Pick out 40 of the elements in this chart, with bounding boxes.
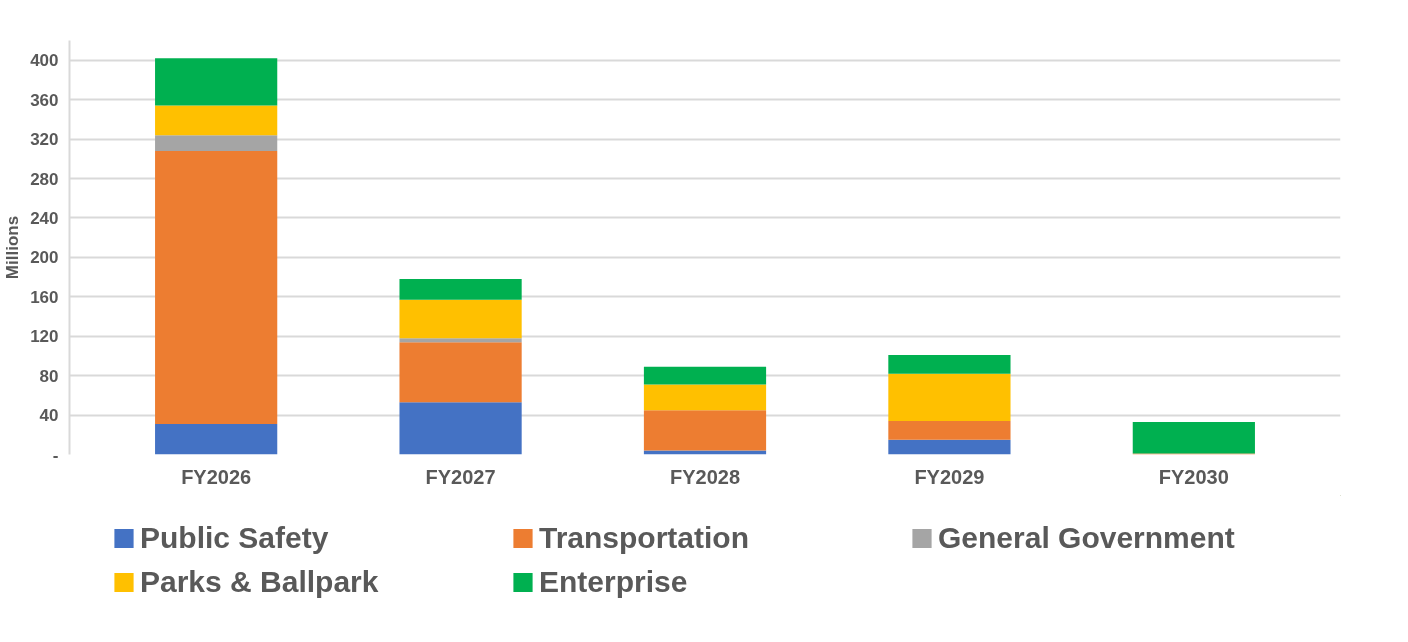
bar bbox=[399, 299, 522, 339]
bar bbox=[643, 366, 767, 385]
legend-label: Transportation bbox=[539, 521, 750, 555]
x-tick-label: FY2026 bbox=[181, 465, 252, 488]
bar bbox=[399, 402, 522, 455]
legend-label: Public Safety bbox=[140, 521, 330, 555]
legend-label: Enterprise bbox=[539, 565, 689, 599]
y-tick-label: 400 bbox=[30, 51, 59, 71]
y-axis-title: Millions bbox=[3, 215, 23, 280]
bar bbox=[155, 58, 278, 106]
bar bbox=[399, 279, 522, 300]
bar bbox=[155, 105, 278, 136]
bar bbox=[155, 423, 278, 455]
bar bbox=[888, 439, 1011, 455]
y-tick-label: 200 bbox=[30, 248, 59, 268]
legend-label: Parks & Ballpark bbox=[140, 565, 380, 599]
x-tick-label: FY2030 bbox=[1158, 465, 1229, 488]
bar bbox=[888, 373, 1011, 421]
y-tick-label: 160 bbox=[30, 287, 59, 307]
y-tick-label: 280 bbox=[30, 169, 59, 189]
bar bbox=[399, 338, 522, 343]
y-tick-label: - bbox=[52, 445, 59, 465]
bar bbox=[643, 384, 767, 411]
legend-label: General Government bbox=[938, 521, 1236, 555]
y-tick-label: 320 bbox=[30, 130, 59, 150]
bar bbox=[155, 150, 278, 424]
y-tick-label: 120 bbox=[30, 327, 59, 347]
bar bbox=[888, 354, 1011, 374]
y-tick-label: 40 bbox=[39, 406, 59, 426]
y-tick-label: 80 bbox=[39, 366, 59, 386]
bar bbox=[1132, 421, 1255, 454]
y-tick-label: 360 bbox=[30, 90, 59, 110]
bar bbox=[643, 410, 767, 451]
x-tick-label: FY2027 bbox=[425, 465, 496, 488]
bar bbox=[399, 342, 522, 403]
bar bbox=[888, 420, 1011, 440]
y-tick-label: 240 bbox=[30, 208, 59, 228]
x-tick-label: FY2029 bbox=[914, 465, 985, 488]
x-tick-label: FY2028 bbox=[669, 465, 741, 488]
bar bbox=[155, 135, 278, 151]
